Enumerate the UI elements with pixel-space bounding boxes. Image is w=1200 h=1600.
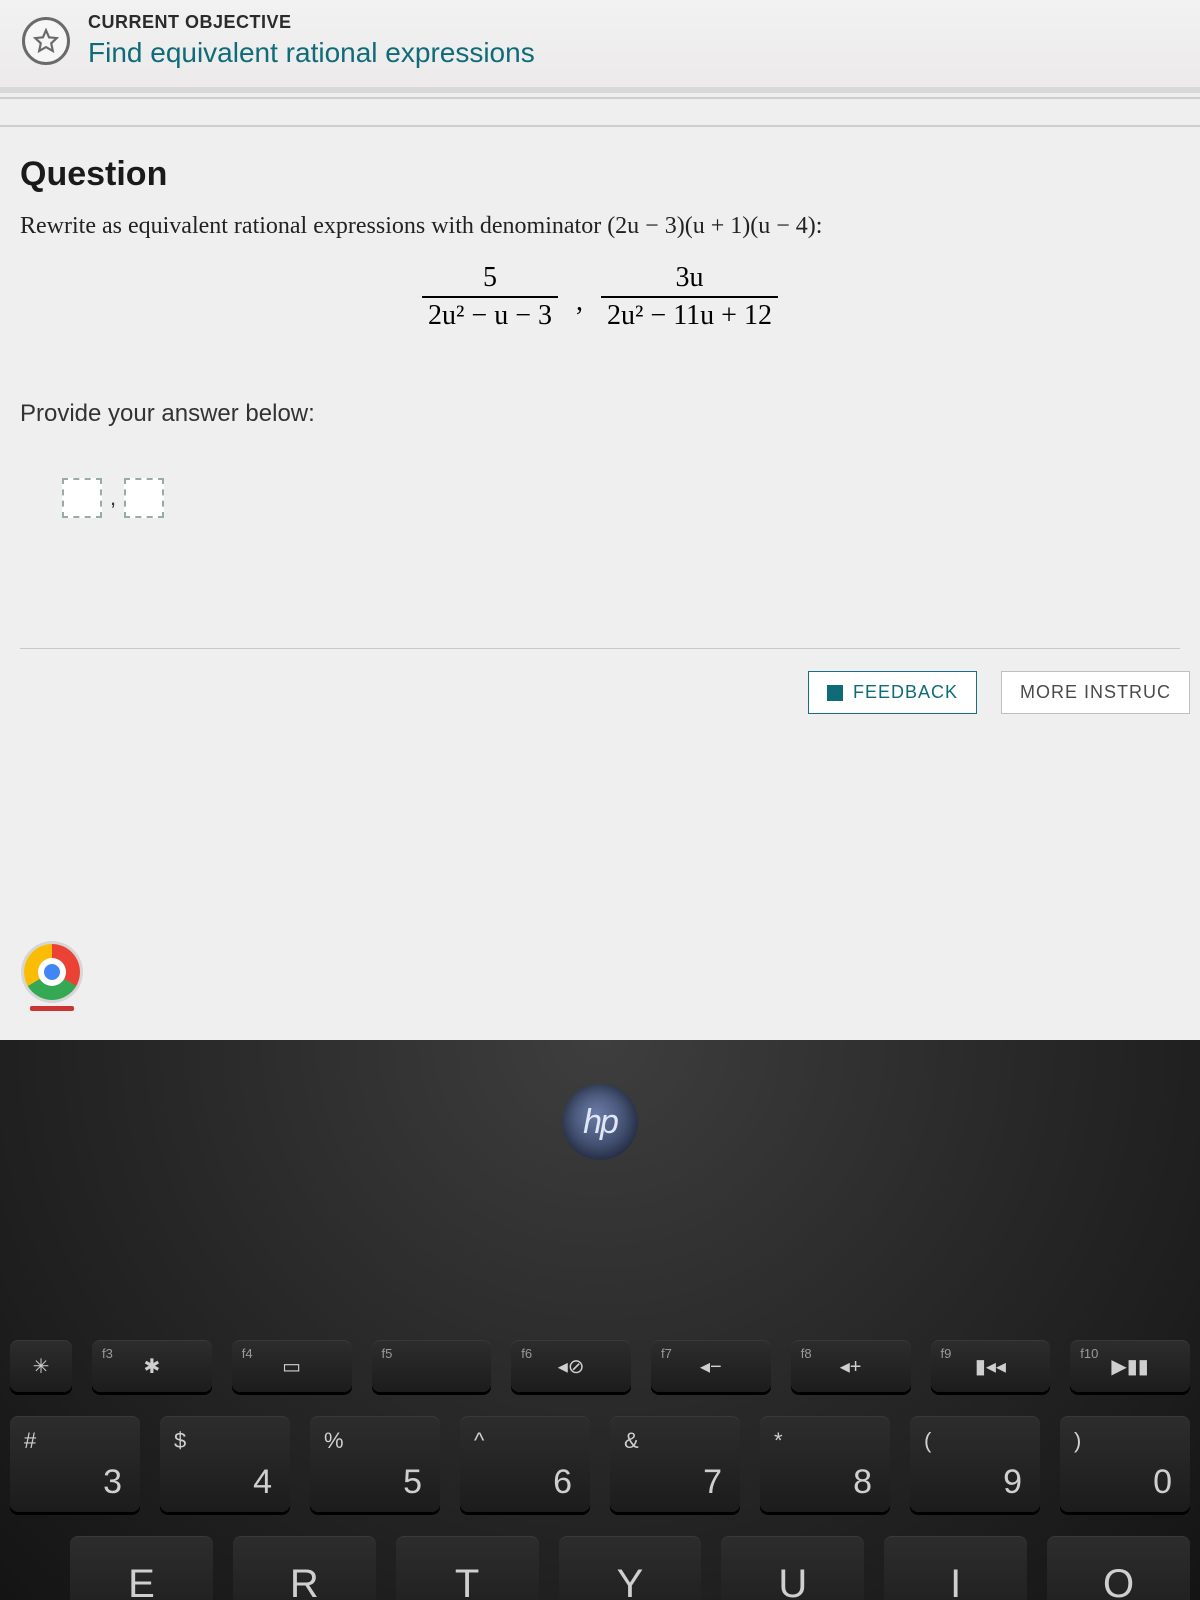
chrome-icon	[24, 944, 80, 1000]
key-f10[interactable]: f10▶▮▮	[1070, 1340, 1190, 1392]
answer-section: Provide your answer below: ,	[20, 400, 1180, 649]
key-7[interactable]: &7	[610, 1416, 740, 1512]
key-3[interactable]: #3	[10, 1416, 140, 1512]
objective-title: Find equivalent rational expressions	[88, 37, 535, 69]
more-instructions-button[interactable]: MORE INSTRUC	[1001, 671, 1190, 714]
question-heading: Question	[20, 155, 1180, 194]
laptop-body: hp ✳ f3✱ f4▭ f5 f6◂⊘ f7◂− f8◂+ f9▮◂◂ f10…	[0, 1040, 1200, 1600]
action-row: FEEDBACK MORE INSTRUC	[0, 649, 1200, 714]
objective-label: CURRENT OBJECTIVE	[88, 12, 535, 33]
question-prompt-prefix: Rewrite as equivalent rational expressio…	[20, 213, 607, 239]
fraction-2: 3u 2u² − 11u + 12	[601, 262, 778, 332]
star-badge-icon	[22, 17, 70, 65]
fraction-2-num: 3u	[669, 262, 709, 294]
key-o[interactable]: O	[1047, 1536, 1190, 1600]
key-r[interactable]: R	[233, 1536, 376, 1600]
answer-box-1[interactable]	[62, 478, 102, 518]
key-f5[interactable]: f5	[372, 1340, 492, 1392]
key-t[interactable]: T	[396, 1536, 539, 1600]
letter-row: E R T Y U I O	[70, 1536, 1190, 1600]
fraction-1: 5 2u² − u − 3	[422, 262, 558, 332]
math-expressions: 5 2u² − u − 3 , 3u 2u² − 11u + 12	[20, 262, 1180, 332]
key-y[interactable]: Y	[559, 1536, 702, 1600]
more-button-label: MORE INSTRUC	[1020, 682, 1171, 702]
feedback-button-label: FEEDBACK	[853, 682, 958, 703]
key-i[interactable]: I	[884, 1536, 1027, 1600]
key-u[interactable]: U	[721, 1536, 864, 1600]
keyboard: ✳ f3✱ f4▭ f5 f6◂⊘ f7◂− f8◂+ f9▮◂◂ f10▶▮▮…	[0, 1340, 1200, 1600]
chrome-active-underline	[30, 1006, 74, 1011]
chrome-taskbar-icon[interactable]	[24, 944, 80, 1011]
key-0[interactable]: )0	[1060, 1416, 1190, 1512]
answer-box-2[interactable]	[124, 478, 164, 518]
divider-lines	[0, 97, 1200, 127]
number-row: #3 $4 %5 ^6 &7 *8 (9 )0	[10, 1416, 1190, 1512]
fraction-2-den: 2u² − 11u + 12	[601, 300, 778, 332]
comma-separator: ,	[572, 286, 587, 332]
objective-bar: CURRENT OBJECTIVE Find equivalent ration…	[0, 0, 1200, 93]
key-8[interactable]: *8	[760, 1416, 890, 1512]
answer-separator: ,	[110, 485, 116, 511]
key-5[interactable]: %5	[310, 1416, 440, 1512]
key-f4[interactable]: f4▭	[232, 1340, 352, 1392]
feedback-button[interactable]: FEEDBACK	[808, 671, 977, 714]
key-4[interactable]: $4	[160, 1416, 290, 1512]
key-f8[interactable]: f8◂+	[791, 1340, 911, 1392]
question-block: Question Rewrite as equivalent rational …	[0, 127, 1200, 350]
key-f3[interactable]: f3✱	[92, 1340, 212, 1392]
key-f9[interactable]: f9▮◂◂	[931, 1340, 1051, 1392]
question-prompt: Rewrite as equivalent rational expressio…	[20, 208, 1180, 244]
question-prompt-denominator: (2u − 3)(u + 1)(u − 4):	[607, 213, 822, 239]
app-screen: CURRENT OBJECTIVE Find equivalent ration…	[0, 0, 1200, 1040]
fraction-1-den: 2u² − u − 3	[422, 300, 558, 332]
key-e[interactable]: E	[70, 1536, 213, 1600]
key-fn-edge[interactable]: ✳	[10, 1340, 72, 1392]
answer-label: Provide your answer below:	[20, 400, 1180, 428]
fn-row: ✳ f3✱ f4▭ f5 f6◂⊘ f7◂− f8◂+ f9▮◂◂ f10▶▮▮	[10, 1340, 1190, 1392]
answer-inputs: ,	[20, 478, 1180, 518]
flag-icon	[827, 685, 843, 701]
key-9[interactable]: (9	[910, 1416, 1040, 1512]
key-f7[interactable]: f7◂−	[651, 1340, 771, 1392]
key-6[interactable]: ^6	[460, 1416, 590, 1512]
fraction-1-num: 5	[477, 262, 503, 294]
key-f6[interactable]: f6◂⊘	[511, 1340, 631, 1392]
hp-logo-icon: hp	[562, 1084, 638, 1160]
